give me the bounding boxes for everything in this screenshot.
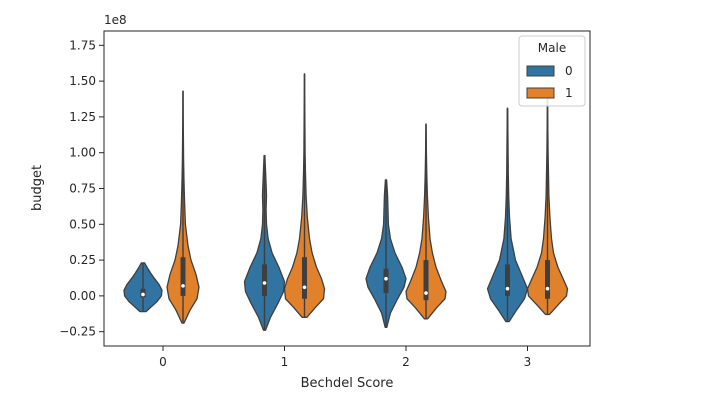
y-tick-label: 1.50 xyxy=(69,74,96,88)
violin-box xyxy=(262,264,267,296)
violin-box xyxy=(423,260,429,301)
violin-box xyxy=(180,257,186,296)
legend-swatch xyxy=(526,65,555,77)
legend-entry-label: 1 xyxy=(565,86,573,100)
violin-median xyxy=(181,284,185,288)
x-tick-label: 0 xyxy=(159,355,167,369)
violin-median xyxy=(545,286,550,291)
legend-items: 01 xyxy=(526,64,573,100)
x-axis: 0 1 2 3 xyxy=(159,346,531,369)
legend-title: Male xyxy=(538,41,566,55)
x-tick-label: 1 xyxy=(281,355,289,369)
violin-median xyxy=(302,285,307,290)
y-offset-text: 1e8 xyxy=(104,13,127,27)
x-tick-label: 3 xyxy=(524,355,532,369)
legend: Male 01 xyxy=(518,35,586,107)
violin-median xyxy=(424,291,428,295)
y-axis: −0.25 0.00 0.25 0.50 0.75 1.00 1.25 1.50 1.75 xyxy=(59,38,104,339)
x-axis-label: Bechdel Score xyxy=(301,376,394,391)
y-tick-label: 0.75 xyxy=(69,182,96,196)
violin-median xyxy=(141,292,145,297)
y-tick-label: 1.00 xyxy=(69,146,96,160)
y-tick-label: 1.75 xyxy=(69,38,96,52)
legend-swatch xyxy=(526,87,555,99)
y-axis-label: budget xyxy=(30,165,45,211)
violin-layer xyxy=(123,73,569,331)
violin-box xyxy=(545,260,550,299)
violin-median xyxy=(384,276,388,281)
x-tick-label: 2 xyxy=(402,355,410,369)
y-tick-label: −0.25 xyxy=(59,325,96,339)
violin-box xyxy=(302,257,307,299)
violin-median xyxy=(262,281,267,285)
legend-entry-label: 0 xyxy=(565,64,573,78)
y-tick-label: 0.25 xyxy=(69,253,96,267)
violin-box xyxy=(505,264,510,296)
y-tick-label: 1.25 xyxy=(69,110,96,124)
violin-median xyxy=(505,286,510,291)
violin-box xyxy=(383,268,389,294)
y-tick-label: 0.00 xyxy=(69,289,96,303)
y-tick-label: 0.50 xyxy=(69,217,96,231)
